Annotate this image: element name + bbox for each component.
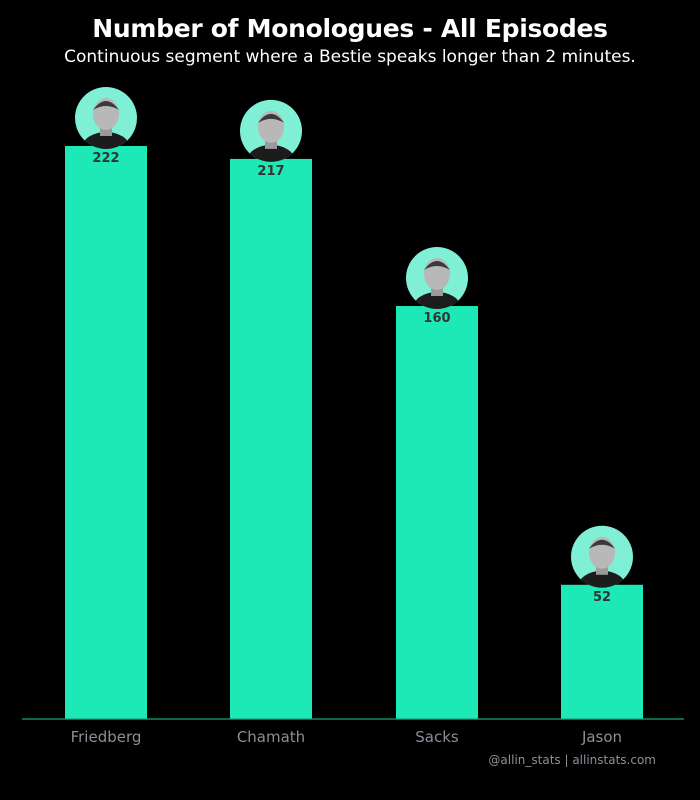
tick-labels-layer: Friedberg Chamath Sacks Jason bbox=[71, 728, 622, 746]
avatar-sacks bbox=[406, 247, 468, 310]
bar-chamath bbox=[230, 158, 312, 720]
tick-label-friedberg: Friedberg bbox=[71, 728, 142, 746]
bar-sacks bbox=[396, 306, 478, 719]
value-label-jason: 52 bbox=[593, 590, 611, 605]
chart-title: Number of Monologues - All Episodes bbox=[92, 14, 608, 43]
labels-layer: 222 217 160 52 bbox=[92, 151, 611, 605]
tick-label-sacks: Sacks bbox=[415, 728, 459, 746]
avatar-chamath bbox=[240, 99, 302, 162]
bars-layer bbox=[65, 146, 643, 720]
bar-friedberg bbox=[65, 146, 147, 719]
value-label-chamath: 217 bbox=[257, 164, 284, 179]
avatar-jason bbox=[571, 525, 633, 588]
footer-credit: @allin_stats | allinstats.com bbox=[488, 753, 656, 767]
tick-label-jason: Jason bbox=[581, 728, 622, 746]
avatars-layer bbox=[75, 87, 633, 588]
tick-label-chamath: Chamath bbox=[237, 728, 305, 746]
chart-subtitle: Continuous segment where a Bestie speaks… bbox=[64, 47, 636, 67]
value-label-sacks: 160 bbox=[423, 311, 450, 326]
bar-jason bbox=[561, 584, 643, 719]
value-label-friedberg: 222 bbox=[92, 151, 119, 166]
avatar-friedberg bbox=[75, 87, 137, 149]
